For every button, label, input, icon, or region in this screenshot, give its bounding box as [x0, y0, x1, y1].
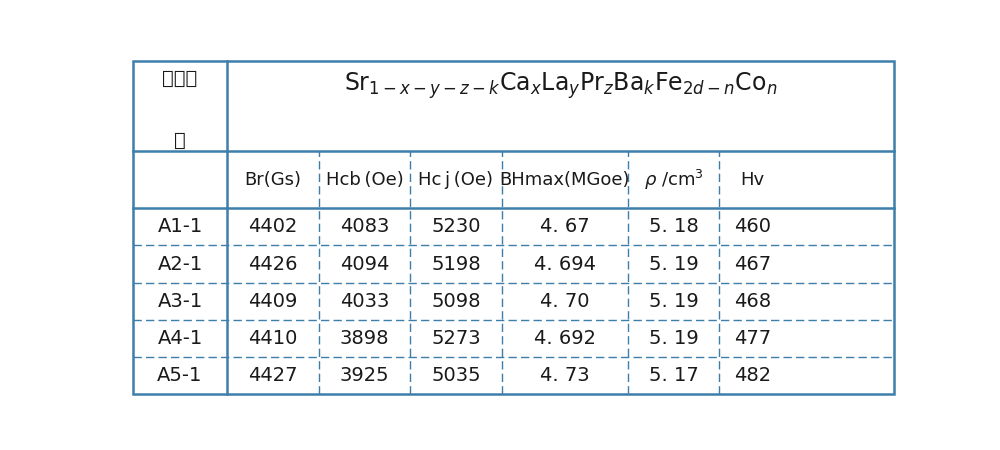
Text: 467: 467	[734, 255, 771, 274]
Text: 4. 692: 4. 692	[534, 329, 596, 348]
Text: 4427: 4427	[248, 366, 298, 385]
Text: BHmax(MGoe): BHmax(MGoe)	[500, 171, 630, 189]
Text: Hc j (Oe): Hc j (Oe)	[418, 171, 493, 189]
Text: 4409: 4409	[248, 292, 298, 311]
Text: A1-1: A1-1	[157, 217, 203, 236]
Text: $\rho$ /cm$^3$: $\rho$ /cm$^3$	[644, 167, 704, 192]
Text: 4. 67: 4. 67	[540, 217, 590, 236]
Text: Br(Gs): Br(Gs)	[245, 171, 302, 189]
Text: 5273: 5273	[431, 329, 481, 348]
Text: 4083: 4083	[340, 217, 389, 236]
Text: 5198: 5198	[431, 255, 481, 274]
Text: 460: 460	[734, 217, 771, 236]
Text: 477: 477	[734, 329, 771, 348]
Text: 5035: 5035	[431, 366, 481, 385]
Text: Hcb (Oe): Hcb (Oe)	[326, 171, 403, 189]
Text: 468: 468	[734, 292, 771, 311]
Text: 5. 18: 5. 18	[649, 217, 699, 236]
Text: 4. 73: 4. 73	[540, 366, 590, 385]
Text: Hv: Hv	[740, 171, 764, 189]
Text: $\mathregular{Sr}_{1-x-y-z-k}\mathregular{Ca}_x\mathregular{La}_y\mathregular{Pr: $\mathregular{Sr}_{1-x-y-z-k}\mathregula…	[344, 70, 777, 100]
Text: A3-1: A3-1	[157, 292, 203, 311]
Text: A5-1: A5-1	[157, 366, 203, 385]
Text: 482: 482	[734, 366, 771, 385]
Text: 3925: 3925	[340, 366, 389, 385]
Text: 4033: 4033	[340, 292, 389, 311]
Text: 5. 19: 5. 19	[649, 255, 699, 274]
Text: 相: 相	[174, 131, 186, 150]
Text: 4. 694: 4. 694	[534, 255, 596, 274]
Text: 4. 70: 4. 70	[540, 292, 590, 311]
Text: 4426: 4426	[248, 255, 298, 274]
Text: 4410: 4410	[248, 329, 298, 348]
Text: 4094: 4094	[340, 255, 389, 274]
Text: 第一物: 第一物	[162, 69, 198, 88]
Text: A4-1: A4-1	[157, 329, 203, 348]
Text: 5230: 5230	[431, 217, 481, 236]
Text: 5098: 5098	[431, 292, 481, 311]
Text: 5. 19: 5. 19	[649, 292, 699, 311]
Text: A2-1: A2-1	[157, 255, 203, 274]
Text: 3898: 3898	[340, 329, 389, 348]
Text: 5. 19: 5. 19	[649, 329, 699, 348]
Text: 5. 17: 5. 17	[649, 366, 699, 385]
Text: 4402: 4402	[248, 217, 298, 236]
